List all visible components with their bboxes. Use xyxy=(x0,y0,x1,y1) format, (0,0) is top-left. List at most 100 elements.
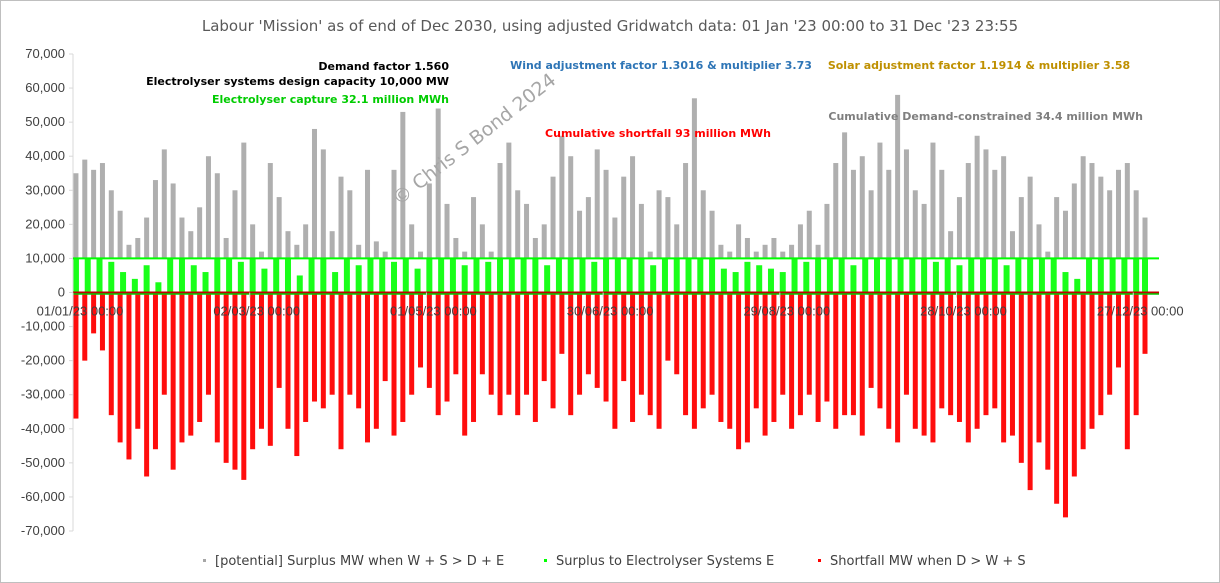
data-point xyxy=(614,258,621,293)
data-point xyxy=(974,292,980,429)
data-point xyxy=(1050,258,1057,293)
data-point xyxy=(621,176,627,259)
data-point xyxy=(356,244,362,259)
y-tick-label: -20,000 xyxy=(21,353,65,368)
data-point xyxy=(167,258,174,293)
data-point xyxy=(815,258,822,293)
data-point xyxy=(379,258,386,293)
data-point xyxy=(1071,292,1077,477)
axes: 70,000 60,000 50,000 40,000 30,000 20,000 10,0… xyxy=(21,46,1184,538)
data-point xyxy=(73,173,79,259)
data-point xyxy=(762,244,768,259)
data-point xyxy=(276,197,282,259)
data-point xyxy=(155,282,162,293)
data-point xyxy=(488,251,494,259)
data-point xyxy=(1080,292,1086,450)
data-point xyxy=(674,292,680,375)
data-point xyxy=(850,169,856,259)
data-point xyxy=(895,94,901,259)
data-point xyxy=(621,292,627,382)
data-point xyxy=(1142,292,1148,354)
data-point xyxy=(294,244,300,259)
x-tick-label: 27/12/23 00:00 xyxy=(1097,304,1184,319)
data-point xyxy=(1036,292,1042,443)
data-point xyxy=(178,258,185,293)
data-point xyxy=(559,135,565,259)
data-point xyxy=(320,292,326,409)
data-point xyxy=(1121,258,1128,293)
data-point xyxy=(367,258,374,293)
data-point xyxy=(409,224,415,259)
data-point xyxy=(1027,258,1034,293)
data-point xyxy=(877,292,883,409)
data-point xyxy=(473,258,480,293)
data-point xyxy=(84,258,91,293)
data-point xyxy=(983,149,989,259)
data-point xyxy=(273,258,280,293)
data-point xyxy=(797,224,803,259)
data-point xyxy=(249,258,256,293)
data-point xyxy=(285,231,291,259)
data-point xyxy=(850,292,856,416)
data-point xyxy=(241,142,247,259)
data-point xyxy=(603,292,609,402)
legend-entry: Shortfall MW when D > W + S xyxy=(830,554,1026,569)
data-point xyxy=(532,237,538,259)
data-point xyxy=(944,258,951,293)
data-point xyxy=(1045,251,1051,259)
data-point xyxy=(886,292,892,429)
data-point xyxy=(418,251,424,259)
data-point xyxy=(683,292,689,416)
y-tick-label: 20,000 xyxy=(25,216,65,231)
data-point xyxy=(1009,231,1015,259)
x-tick-label: 01/01/23 00:00 xyxy=(37,304,124,319)
data-point xyxy=(638,203,644,259)
data-point xyxy=(833,292,839,429)
data-point xyxy=(862,258,869,293)
data-point xyxy=(524,203,530,259)
data-point xyxy=(744,237,750,259)
data-point xyxy=(99,292,105,351)
data-point xyxy=(506,142,512,259)
data-point xyxy=(939,292,945,409)
data-point xyxy=(541,292,547,382)
data-point xyxy=(815,292,821,422)
data-point xyxy=(797,292,803,416)
data-point xyxy=(170,292,176,470)
data-point xyxy=(850,265,857,293)
data-point xyxy=(992,169,998,259)
data-point xyxy=(555,258,562,293)
data-point xyxy=(824,203,830,259)
data-point xyxy=(515,190,521,259)
data-point xyxy=(320,258,327,293)
chart-title: Labour 'Mission' as of end of Dec 2030, … xyxy=(202,17,1018,35)
data-point xyxy=(591,261,598,293)
data-point xyxy=(1098,176,1104,259)
data-point xyxy=(956,292,962,422)
data-point xyxy=(347,190,353,259)
data-point xyxy=(1009,292,1015,436)
data-point xyxy=(99,163,105,259)
data-point xyxy=(131,278,138,293)
data-point xyxy=(780,251,786,259)
data-point xyxy=(656,292,662,429)
data-point xyxy=(877,142,883,259)
data-point xyxy=(974,135,980,259)
data-point xyxy=(444,203,450,259)
data-point xyxy=(685,258,692,293)
data-point xyxy=(311,128,317,259)
data-point xyxy=(965,292,971,443)
data-point xyxy=(1080,156,1086,259)
data-point xyxy=(1086,258,1093,293)
data-point xyxy=(736,224,742,259)
data-point xyxy=(980,258,987,293)
data-point xyxy=(108,190,114,259)
x-tick-label: 01/05/23 00:00 xyxy=(390,304,477,319)
data-point xyxy=(294,292,300,457)
data-point xyxy=(126,244,132,259)
data-point xyxy=(479,292,485,375)
data-point xyxy=(673,258,680,293)
watermark-text: © Chris S Bond 2024 xyxy=(389,69,561,210)
data-point xyxy=(842,132,848,259)
